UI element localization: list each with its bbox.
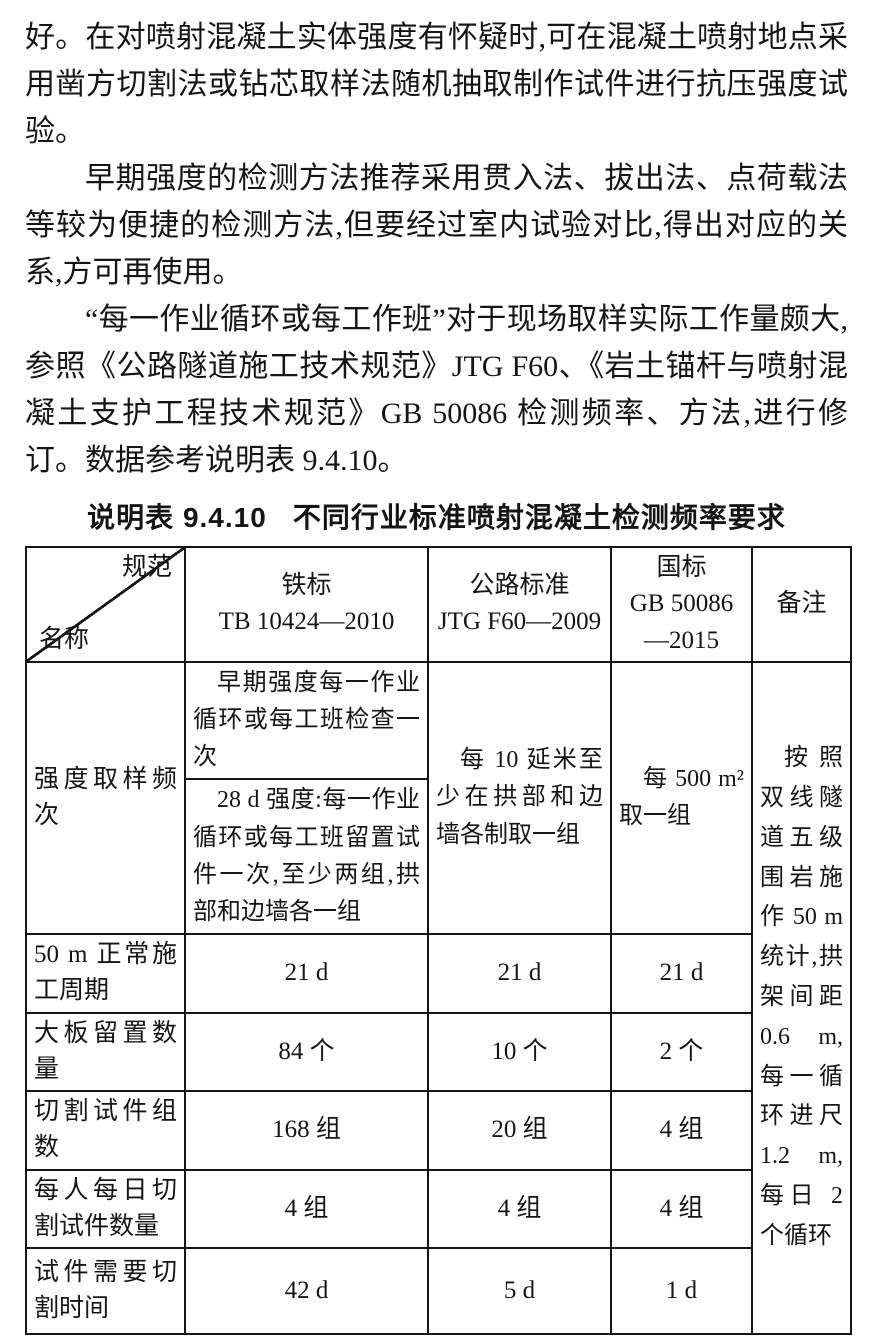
row-label-daily-cut-per-person: 每人每日切割试件数量: [25, 1168, 186, 1250]
cell-national-period: 21 d: [610, 933, 753, 1014]
table-row-daily-cut-per-person: 每人每日切割试件数量 4 组 4 组 4 组: [25, 1168, 851, 1250]
row-label-construction-period: 50 m 正常施工周期: [25, 933, 186, 1014]
cell-highway-daily-cut: 4 组: [427, 1168, 612, 1250]
cell-railway-panels: 84 个: [184, 1011, 429, 1093]
paragraph-sampling-workload: “每一作业循环或每工作班”对于现场取样实际工作量颇大,参照《公路隧道施工技术规范…: [25, 303, 848, 477]
column-header-national: 国标 GB 50086—2015: [610, 546, 753, 663]
cell-remark: 按照双线隧道五级围岩施作 50 m 统计,拱架间距 0.6 m,每一循环进尺 1…: [751, 660, 852, 1336]
table-row-cut-specimen-groups: 切割试件组数 168 组 20 组 4 组: [25, 1090, 851, 1171]
column-header-remark: 备注: [751, 546, 852, 663]
paragraph-early-strength: 早期强度的检测方法推荐采用贯入法、拔出法、点荷载法等较为便捷的检测方法,但要经过…: [25, 162, 848, 289]
column-header-highway: 公路标准 JTG F60—2009: [427, 546, 612, 663]
cell-national-daily-cut: 4 组: [610, 1168, 753, 1250]
table-row-sampling-frequency-b: 28 d 强度:每一作业循环或每工班留置试件一次,至少两组,拱部和边墙各一组: [26, 778, 851, 936]
cell-national-sampling: 每 500 m² 取一组: [610, 660, 753, 936]
cell-railway-period: 21 d: [184, 933, 429, 1014]
cell-railway-groups: 168 组: [184, 1090, 429, 1171]
cell-railway-daily-cut: 4 组: [184, 1168, 429, 1250]
cell-highway-groups: 20 组: [427, 1090, 612, 1171]
row-label-sampling-frequency: 强度取样频次: [25, 660, 186, 936]
cell-highway-period: 21 d: [427, 933, 612, 1014]
table-corner-cell: 规范 名称: [25, 546, 186, 663]
cell-highway-sampling: 每 10 延米至少在拱部和边墙各制取一组: [427, 660, 612, 936]
frequency-requirements-table: 规范 名称 铁标 TB 10424—2010 公路标准 JTG F60—2009…: [25, 546, 852, 1336]
paragraph-continuation: 好。在对喷射混凝土实体强度有怀疑时,可在混凝土喷射地点采用凿方切割法或钻芯取样法…: [25, 21, 848, 148]
column-header-railway: 铁标 TB 10424—2010: [184, 546, 429, 663]
table-row-construction-period: 50 m 正常施工周期 21 d 21 d 21 d: [25, 933, 851, 1014]
cell-railway-early-strength: 早期强度每一作业循环或每工班检查一次: [184, 660, 429, 781]
table-caption-label: 说明表 9.4.10: [87, 502, 267, 533]
table-row-cutting-time: 试件需要切割时间 42 d 5 d 1 d: [25, 1247, 851, 1336]
corner-label-name: 名称: [39, 626, 90, 654]
cell-highway-cutting-time: 5 d: [427, 1247, 612, 1336]
cell-national-groups: 4 组: [610, 1090, 753, 1171]
table-row-panel-quantity: 大板留置数量 84 个 10 个 2 个: [25, 1011, 851, 1093]
corner-label-standard: 规范: [121, 554, 172, 581]
cell-railway-cutting-time: 42 d: [184, 1247, 429, 1336]
cell-national-panels: 2 个: [610, 1011, 753, 1093]
cell-railway-28d-strength: 28 d 强度:每一作业循环或每工班留置试件一次,至少两组,拱部和边墙各一组: [184, 778, 429, 936]
row-label-panel-quantity: 大板留置数量: [25, 1011, 186, 1093]
row-label-cutting-time: 试件需要切割时间: [25, 1247, 186, 1336]
cell-highway-panels: 10 个: [427, 1011, 612, 1093]
table-caption-text: 不同行业标准喷射混凝土检测频率要求: [292, 502, 786, 533]
table-caption: 说明表 9.4.10 不同行业标准喷射混凝土检测频率要求: [25, 496, 848, 536]
cell-national-cutting-time: 1 d: [610, 1247, 753, 1336]
row-label-cut-specimen-groups: 切割试件组数: [25, 1090, 186, 1171]
table-header-row: 规范 名称 铁标 TB 10424—2010 公路标准 JTG F60—2009…: [25, 546, 852, 663]
table-row-sampling-frequency-a: 强度取样频次 早期强度每一作业循环或每工班检查一次 每 10 延米至少在拱部和边…: [25, 660, 852, 1336]
